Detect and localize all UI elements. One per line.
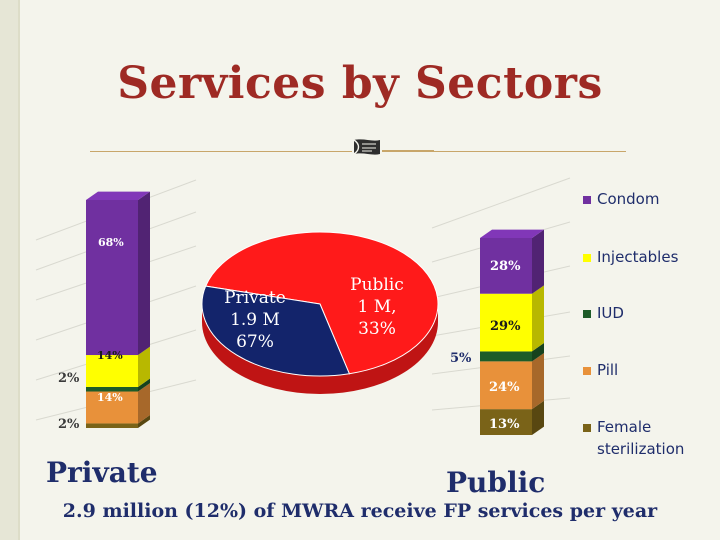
legend-label-pill: Pill: [597, 361, 618, 379]
bar-segment-condom: [480, 238, 532, 294]
bar-segment-side-iud: [532, 343, 544, 362]
gridline: [431, 177, 571, 229]
data-label-pill: 24%: [489, 380, 520, 395]
pie-label-private: Private: [224, 288, 286, 308]
bar-segment-female-sterilization: [86, 423, 138, 428]
data-label-injectables: 29%: [490, 319, 521, 334]
pie-slice-private: [204, 231, 439, 375]
bar-segment-side-injectables: [532, 285, 544, 352]
slide-title: Services by Sectors: [117, 58, 603, 109]
slide-frame: [0, 0, 20, 540]
pie-label-private: 1.9 M: [230, 310, 280, 330]
bar-segment-condom: [86, 200, 138, 356]
title-divider-left: [90, 151, 352, 152]
data-label-condom: 68%: [98, 236, 124, 249]
pie-label-public: Public: [350, 275, 404, 295]
private-sector-label: Private: [46, 456, 158, 489]
data-label-female-sterilization: 13%: [489, 417, 520, 432]
legend-swatch-injectables: [583, 254, 591, 262]
bar-segment-injectables: [480, 293, 532, 352]
pie-label-private: 67%: [236, 332, 274, 352]
background-gridlines: [35, 177, 571, 421]
legend-label-condom: Condom: [597, 190, 659, 208]
pie-label-public: 33%: [358, 319, 396, 339]
bar-segment-female-sterilization: [480, 409, 532, 435]
bar-segment-side-pill: [532, 352, 544, 410]
legend-label-female-sterilization: Female: [597, 418, 651, 436]
bar-segment-side-iud: [138, 378, 150, 392]
pie-label-public: 1 M,: [357, 297, 396, 317]
legend-label-female-sterilization: sterilization: [597, 440, 684, 458]
data-label-condom: 28%: [490, 259, 521, 274]
bar-segment-side-female-sterilization: [138, 415, 150, 428]
bar-segment-pill: [480, 361, 532, 410]
scroll-ornament-icon: [353, 139, 380, 155]
bar-segment-iud: [480, 351, 532, 362]
data-label-female-sterilization: 2%: [58, 417, 80, 432]
title-divider-mid: [382, 150, 434, 152]
legend-label-injectables: Injectables: [597, 248, 679, 266]
public-stacked-bar: 28% 29% 5% 24% 13%: [450, 229, 544, 435]
legend-swatch-condom: [583, 196, 591, 204]
legend-swatch-pill: [583, 367, 591, 375]
bar-top-face: [480, 229, 544, 238]
data-label-injectables: 14%: [97, 349, 123, 362]
bar-segment-iud: [86, 386, 138, 392]
title-divider-right: [432, 151, 626, 152]
data-label-iud: 5%: [450, 351, 472, 366]
bar-segment-pill: [86, 391, 138, 424]
pie-slice-public: [201, 285, 351, 377]
public-sector-label: Public: [446, 466, 546, 499]
legend-swatch-iud: [583, 310, 591, 318]
legend-label-iud: IUD: [597, 304, 624, 322]
data-label-iud: 2%: [58, 371, 80, 386]
bar-segment-side-pill: [138, 383, 150, 424]
footer-note: 2.9 million (12%) of MWRA receive FP ser…: [62, 500, 658, 522]
bar-segment-side-condom: [532, 229, 544, 294]
bar-segment-side-female-sterilization: [532, 400, 544, 435]
private-stacked-bar: 68% 14% 2% 14% 2%: [58, 191, 150, 432]
bar-segment-side-condom: [138, 191, 150, 356]
legend-swatch-female-sterilization: [583, 424, 591, 432]
chart-legend: Condom Injectables IUD Pill Female sterilizat…: [583, 190, 684, 458]
bar-segment-side-injectables: [138, 346, 150, 387]
bar-top-face: [86, 191, 150, 200]
bar-segment-injectables: [86, 355, 138, 387]
data-label-pill: 14%: [97, 391, 123, 404]
